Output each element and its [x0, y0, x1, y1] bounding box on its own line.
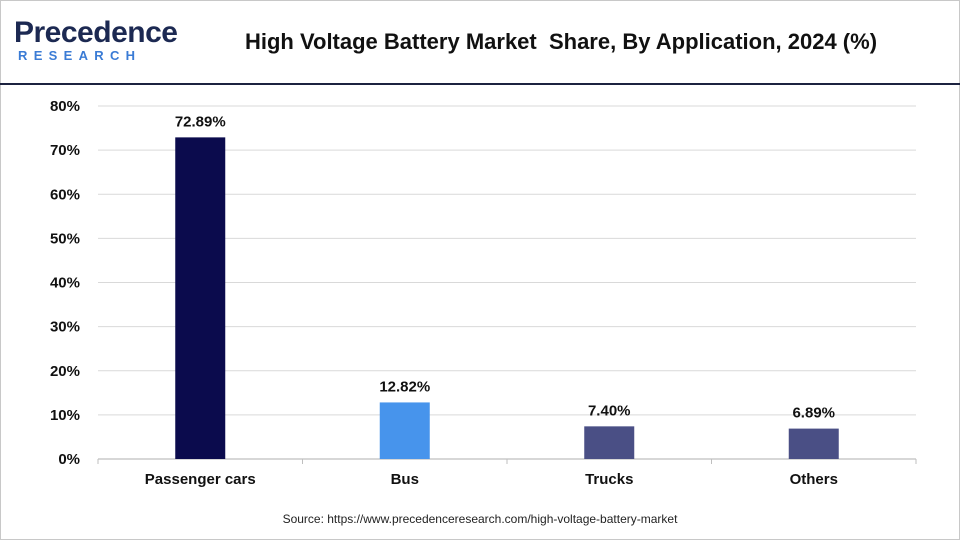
data-label: 12.82%: [379, 378, 430, 395]
x-axis-ticks: Passenger cars Bus Trucks Others: [97, 459, 917, 488]
bar: [379, 402, 430, 459]
bar: [788, 428, 839, 459]
y-tick-label: 10%: [50, 407, 80, 424]
chart-title: High Voltage Battery Market Share, By Ap…: [244, 29, 878, 54]
y-tick-label: 60%: [50, 186, 80, 203]
data-labels: 72.89% 12.82% 7.40% 6.89%: [175, 113, 835, 421]
data-label: 72.89%: [175, 113, 226, 130]
y-tick-label: 70%: [50, 142, 80, 159]
y-tick-label: 20%: [50, 363, 80, 380]
x-tick-label: Passenger cars: [145, 471, 256, 488]
x-tick-label: Trucks: [585, 471, 633, 488]
y-tick-label: 0%: [58, 451, 80, 468]
bar-chart: 0%10%20%30%40%50%60%70%80% 72.89%12.82%7…: [50, 98, 917, 488]
data-label: 6.89%: [792, 405, 835, 422]
y-tick-label: 80%: [50, 98, 80, 115]
source-note: Source: https://www.precedenceresearch.c…: [282, 512, 678, 526]
bars: [175, 137, 839, 460]
logo-wordmark: Precedence: [14, 16, 178, 49]
brand-logo: Precedence RESEARCH: [14, 18, 178, 64]
y-tick-label: 50%: [50, 230, 80, 247]
y-axis-ticks: 0% 10% 20% 30% 40% 50% 60% 70% 80%: [50, 98, 80, 468]
logo-subtitle: RESEARCH: [18, 48, 142, 63]
bar: [584, 426, 635, 459]
chart-area: 0% 10% 20% 30% 40% 50% 60% 70% 80% 72.89% 12.82% 7…: [0, 90, 960, 500]
y-tick-label: 40%: [50, 275, 80, 292]
bar: [175, 137, 226, 460]
header-divider: [0, 83, 960, 85]
x-tick-label: Others: [790, 471, 838, 488]
data-label: 7.40%: [588, 402, 631, 419]
x-tick-label: Bus: [391, 471, 419, 488]
y-tick-label: 30%: [50, 319, 80, 336]
header: Precedence RESEARCH High Voltage Battery…: [0, 0, 960, 84]
